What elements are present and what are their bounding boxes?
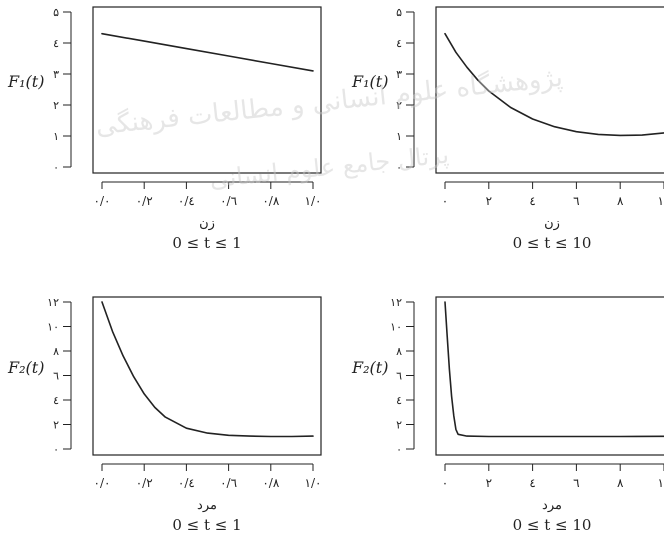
panel-2-x-tick-label: ٤ xyxy=(529,194,535,208)
panel-4-y-tick-label: ۸ xyxy=(396,345,402,358)
panel-2-y-label: F₁(t) xyxy=(351,72,388,91)
panel-1-y-tick-label: ۳ xyxy=(53,68,59,81)
panel-2-x-tick-label: ۱۰ xyxy=(658,194,664,208)
panel-4-y-tick-label: ۱۲ xyxy=(390,296,402,309)
panel-1-x-tick-label: ۰/٦ xyxy=(220,194,237,208)
panel-3-y-tick-label: ۸ xyxy=(53,345,59,358)
panel-4-x-tick-label: ۰ xyxy=(442,476,448,490)
panel-2-y-tick-label: ٤ xyxy=(396,37,402,50)
panel-1-condition: 0 ≤ t ≤ 1 xyxy=(172,234,241,252)
panel-3-x-label: مرد xyxy=(197,498,217,513)
panel-3-y-tick-label: ۱۰ xyxy=(47,321,59,334)
panel-2-y-tick-label: ۲ xyxy=(396,99,402,112)
panel-3-x-tick-label: ۰/٤ xyxy=(178,476,195,490)
panel-3-frame xyxy=(92,296,322,456)
panel-1-x-tick-label: ۰/۲ xyxy=(136,194,153,208)
panel-2-x-tick-label: ٦ xyxy=(573,194,579,208)
panel-2-x-tick-label: ۰ xyxy=(442,194,448,208)
panel-4-frame xyxy=(435,296,664,456)
panel-3-x-tick-label: ۰/۰ xyxy=(94,476,111,490)
panel-4-y-label: F₂(t) xyxy=(351,358,388,377)
panel-1-x-tick-label: ۰/٤ xyxy=(178,194,195,208)
panel-3-condition: 0 ≤ t ≤ 1 xyxy=(172,516,241,534)
panel-2-y-tick-label: ۵ xyxy=(396,6,402,19)
panel-1-y-tick-label: ٤ xyxy=(53,37,59,50)
panel-4-y-tick-label: ٤ xyxy=(396,394,402,407)
panel-4-y-tick-label: ۱۰ xyxy=(390,321,402,334)
panel-1-series-line xyxy=(101,32,314,72)
panel-3-x-tick-label: ۱/۰ xyxy=(305,476,322,490)
panel-1-x-tick-label: ۰/۰ xyxy=(94,194,111,208)
panel-1-y-tick-label: ۰ xyxy=(53,161,59,174)
panel-4-series-line xyxy=(444,301,664,438)
panel-4-x-tick-label: ۲ xyxy=(486,476,492,490)
panel-4-y-tick-label: ۰ xyxy=(396,443,402,456)
panel-2-x-label: زن xyxy=(544,216,560,231)
panel-3-y-label: F₂(t) xyxy=(7,358,44,377)
panel-4-x-tick-label: ۸ xyxy=(617,476,624,490)
panel-1-frame xyxy=(92,6,322,174)
panel-4-x-tick-label: ۱۰ xyxy=(658,476,664,490)
panel-2-series-line xyxy=(444,32,664,137)
panel-2-y-tick-label: ۳ xyxy=(396,68,402,81)
panel-2-condition: 0 ≤ t ≤ 10 xyxy=(513,234,592,252)
panel-1-x-tick-label: ۱/۰ xyxy=(305,194,322,208)
panel-1-y-tick-label: ۵ xyxy=(53,6,59,19)
panel-4-y-tick-label: ۲ xyxy=(396,419,402,432)
panel-3-x-tick-label: ۰/۲ xyxy=(136,476,153,490)
panel-1-y-tick-label: ۱ xyxy=(53,130,59,143)
panel-4-x-label: مرد xyxy=(542,498,562,513)
panel-2-y-tick-label: ۰ xyxy=(396,161,402,174)
panel-3-y-tick-label: ٦ xyxy=(53,370,59,383)
panel-1-y-label: F₁(t) xyxy=(7,72,44,91)
panel-3-y-tick-label: ۰ xyxy=(53,443,59,456)
panel-3-y-tick-label: ۲ xyxy=(53,419,59,432)
panel-3-series-line xyxy=(101,301,314,438)
panel-2-x-tick-label: ۸ xyxy=(617,194,624,208)
panel-4-x-tick-label: ٤ xyxy=(529,476,535,490)
panel-2-y-tick-label: ۱ xyxy=(396,130,402,143)
panel-1-x-label: زن xyxy=(199,216,215,231)
panel-1-y-tick-label: ۲ xyxy=(53,99,59,112)
panel-1-x-tick-label: ۰/۸ xyxy=(262,194,279,208)
panel-4-condition: 0 ≤ t ≤ 10 xyxy=(513,516,592,534)
panel-3-x-tick-label: ۰/۸ xyxy=(262,476,279,490)
panel-3-x-tick-label: ۰/٦ xyxy=(220,476,237,490)
panel-2-x-tick-label: ۲ xyxy=(486,194,492,208)
panel-4-y-tick-label: ٦ xyxy=(396,370,402,383)
panel-2-frame xyxy=(435,6,664,174)
panel-3-y-tick-label: ٤ xyxy=(53,394,59,407)
panel-3-y-tick-label: ۱۲ xyxy=(47,296,59,309)
panel-4-x-tick-label: ٦ xyxy=(573,476,579,490)
